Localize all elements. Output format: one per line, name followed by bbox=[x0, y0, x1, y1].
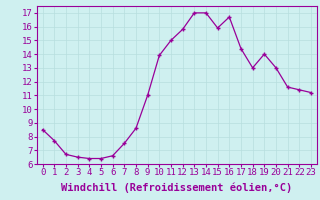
X-axis label: Windchill (Refroidissement éolien,°C): Windchill (Refroidissement éolien,°C) bbox=[61, 183, 292, 193]
